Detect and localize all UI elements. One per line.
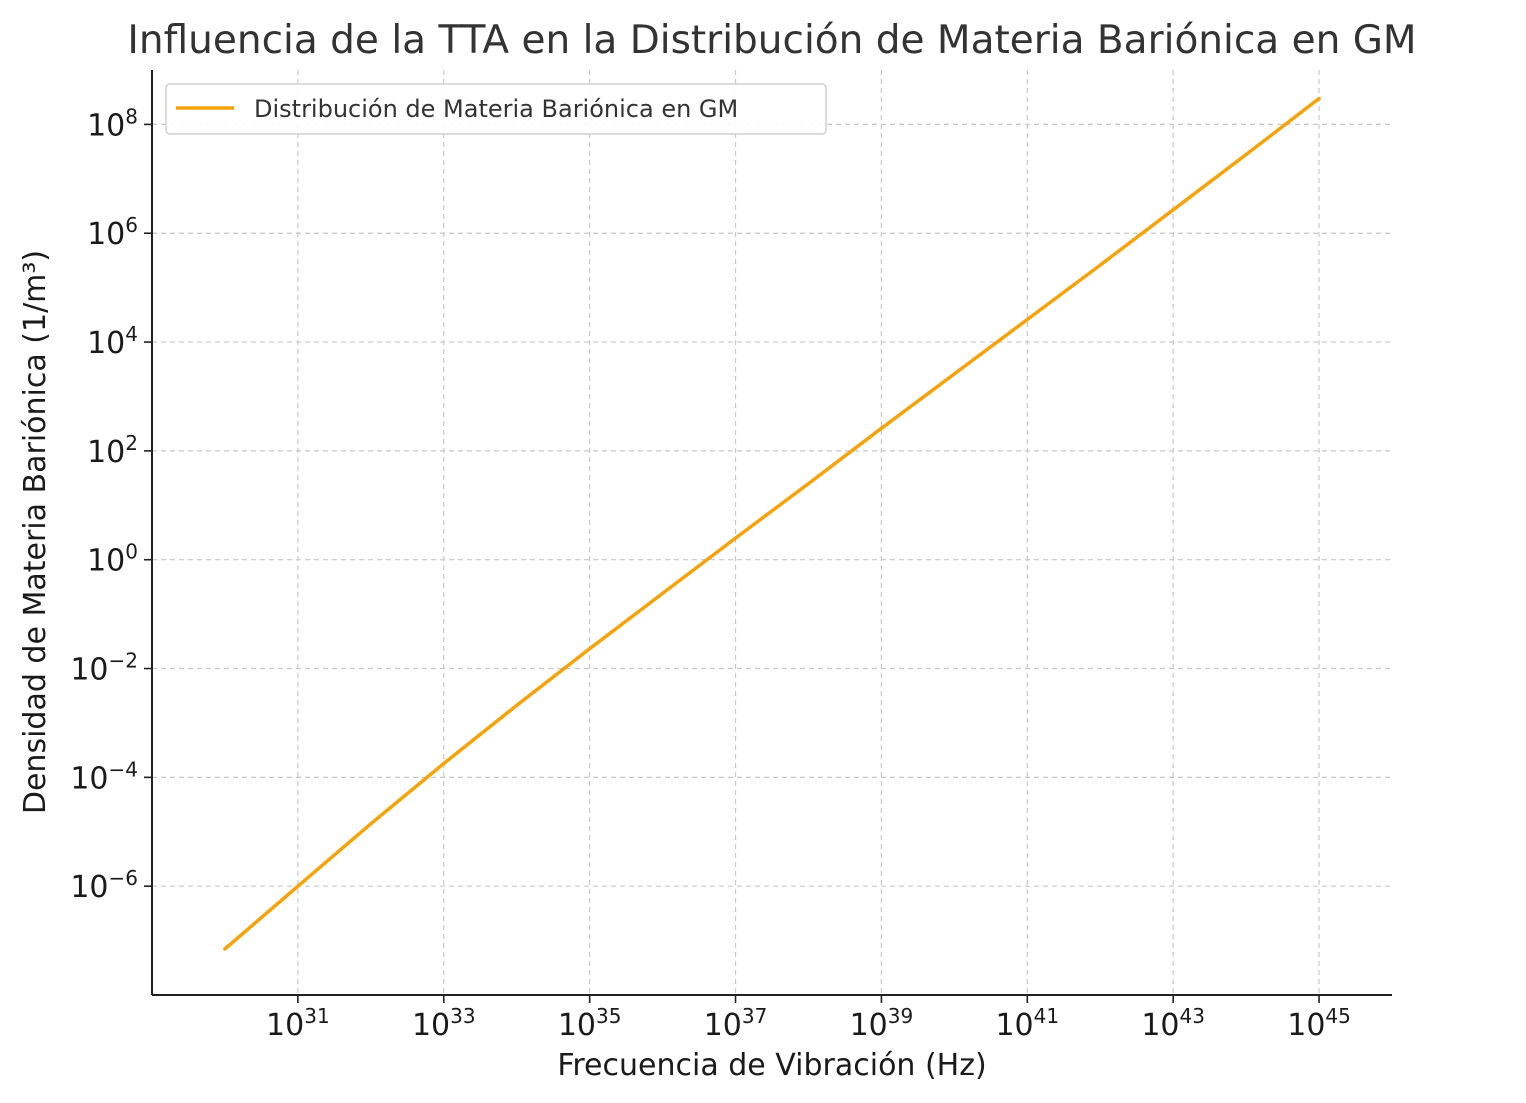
y-axis-label: Densidad de Materia Bariónica (1/m³): [18, 250, 53, 814]
y-tick-label-exponent: 0: [125, 540, 138, 564]
y-tick-label-base: 10: [70, 870, 108, 905]
y-tick-label: 104: [87, 322, 138, 361]
grid: [152, 70, 1392, 995]
y-tick-label-exponent: 2: [125, 431, 138, 455]
y-tick-label: 10−4: [70, 757, 138, 796]
x-tick-label-exponent: 45: [1325, 1004, 1350, 1028]
x-tick-label-exponent: 37: [742, 1004, 767, 1028]
x-tick-label-base: 10: [1287, 1008, 1325, 1043]
x-tick-label: 1037: [704, 1004, 768, 1043]
y-tick-label-exponent: −4: [109, 757, 138, 781]
y-tick-label-base: 10: [70, 653, 108, 688]
y-tick-label: 10−2: [70, 649, 138, 688]
legend: Distribución de Materia Bariónica en GM: [165, 83, 827, 135]
x-tick-label: 1035: [558, 1004, 622, 1043]
y-tick-label-base: 10: [87, 326, 125, 361]
series-line: [223, 96, 1321, 951]
y-tick-label-exponent: 6: [125, 213, 138, 237]
y-tick-label-base: 10: [87, 544, 125, 579]
x-tick-label-exponent: 43: [1180, 1004, 1205, 1028]
x-tick-label-base: 10: [995, 1008, 1033, 1043]
x-tick-label-exponent: 31: [304, 1004, 329, 1028]
x-tick-label: 1045: [1287, 1004, 1351, 1043]
x-tick-label-base: 10: [1141, 1008, 1179, 1043]
x-tick-label-base: 10: [412, 1008, 450, 1043]
x-tick-label-base: 10: [266, 1008, 304, 1043]
y-tick-label: 106: [87, 213, 138, 252]
y-tick-label-base: 10: [87, 217, 125, 252]
y-tick-label-base: 10: [70, 761, 108, 796]
x-tick-label-exponent: 41: [1034, 1004, 1059, 1028]
y-tick-label-exponent: 4: [125, 322, 138, 346]
x-tick-label: 1033: [412, 1004, 476, 1043]
y-tick-label: 102: [87, 431, 138, 470]
y-tick-label: 100: [87, 540, 138, 579]
x-tick-label: 1039: [850, 1004, 914, 1043]
legend-box: [165, 83, 827, 135]
axes-spines: [151, 70, 1392, 996]
x-tick-label-exponent: 39: [888, 1004, 913, 1028]
y-tick-label: 10−6: [70, 866, 138, 905]
y-tick-label: 108: [87, 104, 138, 143]
chart-title: Influencia de la TTA en la Distribución …: [127, 18, 1416, 63]
x-tick-label: 1031: [266, 1004, 330, 1043]
x-axis-label: Frecuencia de Vibración (Hz): [557, 1048, 986, 1083]
x-tick-label: 1043: [1141, 1004, 1205, 1043]
y-tick-label-exponent: −6: [109, 866, 138, 890]
y-tick-label-base: 10: [87, 435, 125, 470]
x-axis-ticks: 1031 1033 1035 1037 1039 1041 1043 1045: [266, 995, 1351, 1043]
series: [223, 96, 1321, 951]
y-tick-label-exponent: 8: [125, 104, 138, 128]
legend-label: Distribución de Materia Bariónica en GM: [254, 95, 738, 123]
y-tick-label-exponent: −2: [109, 649, 138, 673]
x-tick-label-base: 10: [704, 1008, 742, 1043]
y-tick-label-base: 10: [87, 108, 125, 143]
x-tick-label-exponent: 35: [596, 1004, 621, 1028]
x-tick-label: 1041: [995, 1004, 1059, 1043]
x-tick-label-exponent: 33: [450, 1004, 475, 1028]
x-tick-label-base: 10: [850, 1008, 888, 1043]
x-tick-label-base: 10: [558, 1008, 596, 1043]
